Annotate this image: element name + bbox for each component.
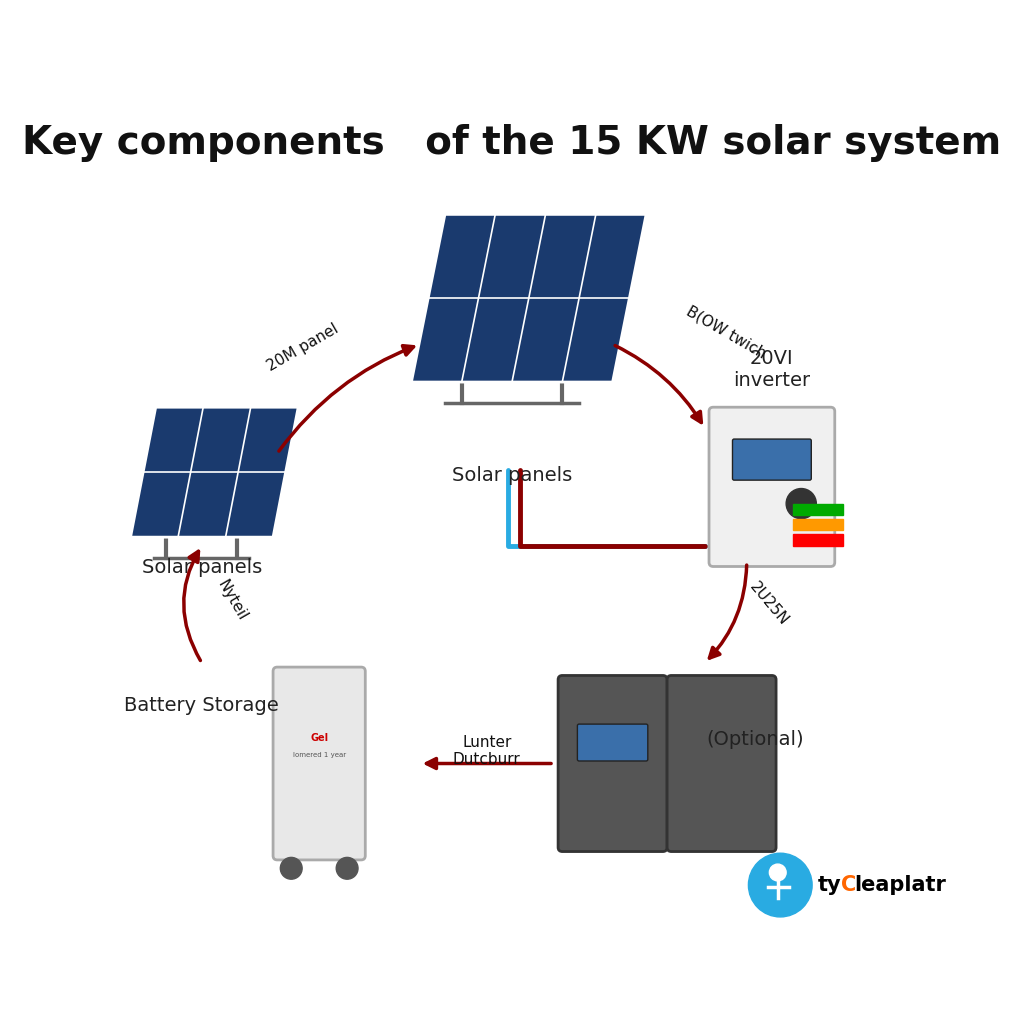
- Text: Gel: Gel: [310, 733, 329, 743]
- Text: Solar panels: Solar panels: [141, 558, 262, 578]
- Text: B(OW twich: B(OW twich: [684, 303, 769, 361]
- Text: 20M panel: 20M panel: [264, 321, 341, 374]
- FancyBboxPatch shape: [732, 439, 811, 480]
- FancyArrowPatch shape: [183, 551, 201, 660]
- Circle shape: [281, 857, 302, 880]
- Bar: [793, 534, 843, 546]
- Polygon shape: [412, 214, 646, 382]
- Text: Key components   of the 15 KW solar system: Key components of the 15 KW solar system: [23, 124, 1001, 162]
- Text: Battery Storage: Battery Storage: [125, 696, 280, 716]
- Text: 2U25N: 2U25N: [746, 580, 792, 629]
- FancyBboxPatch shape: [578, 724, 648, 761]
- Text: (Optional): (Optional): [707, 730, 804, 749]
- Bar: [793, 504, 843, 515]
- Text: Solar panels: Solar panels: [452, 466, 572, 485]
- Circle shape: [336, 857, 358, 880]
- FancyArrowPatch shape: [279, 346, 414, 452]
- FancyBboxPatch shape: [558, 676, 667, 852]
- Text: 20VI
inverter: 20VI inverter: [733, 349, 810, 390]
- FancyBboxPatch shape: [709, 408, 835, 566]
- Text: lomered 1 year: lomered 1 year: [293, 752, 346, 758]
- FancyArrowPatch shape: [426, 759, 551, 768]
- FancyBboxPatch shape: [273, 667, 366, 860]
- FancyArrowPatch shape: [615, 345, 701, 423]
- Text: C: C: [842, 876, 857, 895]
- Text: Nyteil: Nyteil: [214, 578, 250, 623]
- FancyBboxPatch shape: [667, 676, 776, 852]
- Circle shape: [786, 488, 816, 519]
- FancyArrowPatch shape: [710, 565, 746, 658]
- Text: ty: ty: [818, 876, 842, 895]
- Circle shape: [769, 864, 786, 881]
- Text: leaplatr: leaplatr: [854, 876, 946, 895]
- Circle shape: [749, 853, 812, 916]
- Bar: [793, 519, 843, 530]
- Polygon shape: [130, 408, 298, 538]
- Text: Lunter
Dutcburr: Lunter Dutcburr: [453, 735, 521, 767]
